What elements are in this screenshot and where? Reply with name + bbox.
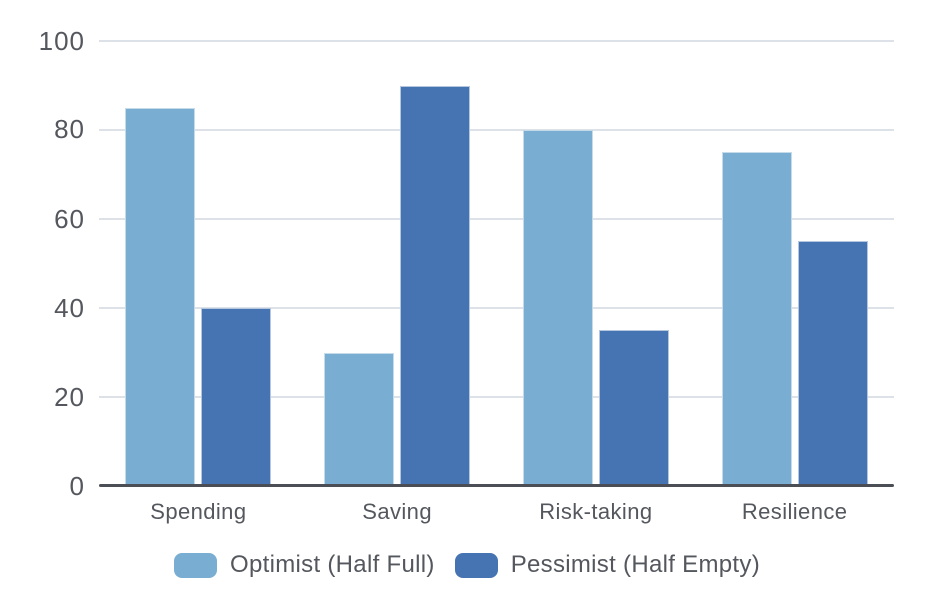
gridline [99,396,894,398]
bar-optimist-saving [324,352,395,486]
bar-optimist-risk-taking [522,130,593,486]
bar-group [497,41,696,486]
y-axis-labels: 0 20 40 60 80 100 [0,26,85,501]
y-tick-label: 60 [54,204,85,234]
legend-item: Pessimist (Half Empty) [454,551,760,579]
y-tick-label: 0 [69,471,85,501]
y-tick-label: 100 [38,26,85,56]
bar-pessimist-saving [400,85,471,486]
legend-item: Optimist (Half Full) [174,551,435,579]
y-tick-label: 80 [54,114,85,144]
bar-group [695,41,894,486]
bar-pessimist-risk-taking [598,330,669,486]
legend-label: Optimist (Half Full) [230,551,435,578]
x-axis-labels: Spending Saving Risk-taking Resilience [99,499,894,525]
y-tick-label: 20 [54,382,85,412]
bar-optimist-resilience [721,152,792,486]
x-tick-label: Spending [150,499,247,524]
y-tick-label: 40 [54,293,85,323]
gridline [99,218,894,220]
legend: Optimist (Half Full) Pessimist (Half Empt… [0,551,934,579]
x-tick-label: Risk-taking [539,499,653,524]
gridline [99,40,894,42]
legend-swatch [174,552,217,578]
legend-swatch [454,552,498,578]
legend-label: Pessimist (Half Empty) [510,551,760,578]
gridline [99,129,894,131]
bar-optimist-spending [125,107,196,486]
bar-pessimist-resilience [797,241,868,486]
x-tick-label: Saving [362,499,432,524]
bar-group [99,41,298,486]
bar-groups [99,41,894,486]
plot-area [99,40,894,487]
bar-group [298,41,497,486]
x-axis-line [99,484,894,487]
bar-pessimist-spending [201,308,272,486]
gridline [99,307,894,309]
x-tick-label: Resilience [741,499,848,524]
